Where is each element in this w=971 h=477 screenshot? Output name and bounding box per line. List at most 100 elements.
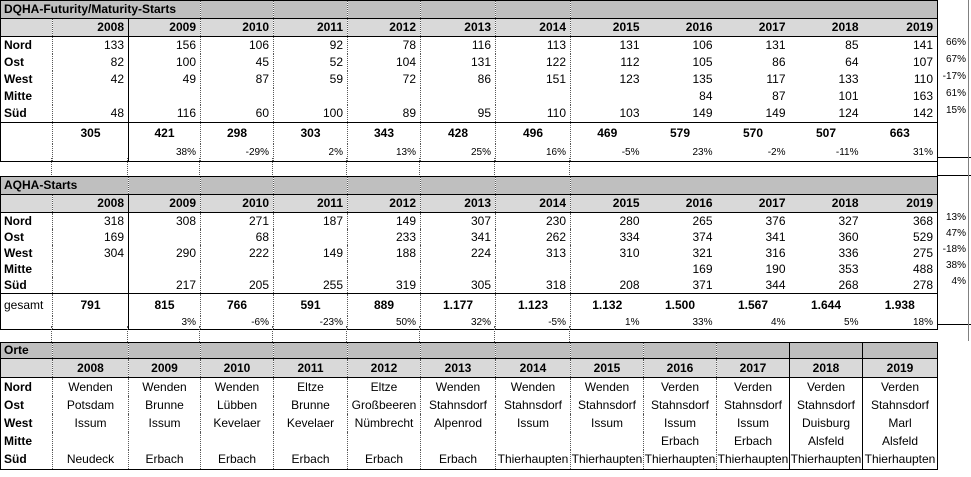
value-cell[interactable]: 124 bbox=[838, 106, 859, 120]
year-header-cell[interactable]: 2011 bbox=[273, 194, 348, 213]
value-cell[interactable]: Erbach bbox=[273, 450, 348, 470]
side-pct-cell[interactable]: 66% bbox=[945, 37, 966, 48]
value-cell[interactable] bbox=[273, 261, 348, 277]
year-header-cell[interactable]: 2009 bbox=[128, 18, 201, 37]
value-cell[interactable]: 106 bbox=[692, 38, 713, 52]
value-cell[interactable]: 101 bbox=[838, 89, 859, 103]
year-header-cell[interactable]: 2014 bbox=[495, 358, 571, 378]
value-cell[interactable]: Issum bbox=[128, 414, 201, 432]
value-cell[interactable]: Duisburg bbox=[789, 414, 863, 432]
value-cell[interactable]: 110 bbox=[913, 72, 933, 86]
value-cell[interactable]: Stahnsdorf bbox=[870, 398, 930, 412]
value-cell[interactable]: 131 bbox=[420, 54, 496, 71]
value-cell[interactable] bbox=[570, 432, 644, 450]
value-cell[interactable] bbox=[128, 261, 201, 277]
total-cell[interactable]: 496 bbox=[495, 122, 571, 144]
value-cell[interactable] bbox=[347, 88, 421, 105]
value-cell[interactable]: 305 bbox=[420, 277, 496, 294]
value-cell[interactable]: 72 bbox=[347, 71, 421, 88]
value-cell[interactable]: 360 bbox=[838, 230, 859, 244]
value-cell[interactable]: 336 bbox=[838, 246, 859, 260]
value-cell[interactable]: 169 bbox=[52, 229, 129, 245]
value-cell[interactable]: 86 bbox=[772, 55, 786, 69]
value-cell[interactable]: 123 bbox=[619, 72, 640, 86]
pct-change-cell[interactable]: 4% bbox=[771, 317, 786, 328]
pct-change-cell[interactable]: 2% bbox=[273, 144, 348, 162]
year-header-cell[interactable]: 2016 bbox=[643, 18, 717, 37]
value-cell[interactable]: 156 bbox=[128, 36, 201, 54]
total-cell[interactable]: 303 bbox=[273, 122, 348, 144]
pct-change-cell[interactable]: 16% bbox=[495, 144, 571, 162]
pct-change-cell[interactable]: -2% bbox=[767, 147, 786, 158]
section-title-filler-cell[interactable] bbox=[643, 342, 717, 359]
year-header-cell[interactable]: 2011 bbox=[273, 18, 348, 37]
section-title-filler-cell[interactable] bbox=[495, 0, 571, 19]
value-cell[interactable]: 42 bbox=[52, 71, 129, 88]
section-title-filler-cell[interactable] bbox=[495, 342, 571, 359]
value-cell[interactable]: Lübben bbox=[200, 396, 274, 414]
pct-change-cell[interactable]: 5% bbox=[844, 317, 859, 328]
value-cell[interactable]: Stahnsdorf bbox=[789, 396, 863, 414]
side-pct-cell[interactable]: 4% bbox=[951, 276, 966, 287]
section-title-filler-cell[interactable] bbox=[643, 176, 717, 195]
year-header-cell[interactable]: 2018 bbox=[789, 18, 863, 37]
value-cell[interactable]: 142 bbox=[912, 106, 933, 120]
value-cell[interactable]: 110 bbox=[495, 105, 571, 123]
value-cell[interactable]: 321 bbox=[692, 246, 713, 260]
total-cell[interactable]: 1.177 bbox=[420, 293, 496, 316]
value-cell[interactable]: 344 bbox=[765, 278, 786, 292]
value-cell[interactable]: 113 bbox=[495, 36, 571, 54]
value-cell[interactable]: Großbeeren bbox=[347, 396, 421, 414]
side-pct-cell[interactable]: 47% bbox=[945, 228, 966, 239]
total-cell[interactable]: 1.123 bbox=[495, 293, 571, 316]
value-cell[interactable]: 278 bbox=[912, 278, 933, 292]
value-cell[interactable]: Eltze bbox=[273, 377, 348, 396]
total-cell[interactable]: 791 bbox=[52, 293, 129, 316]
total-label-cell[interactable]: gesamt bbox=[0, 293, 53, 316]
total-cell[interactable]: 507 bbox=[789, 122, 863, 144]
value-cell[interactable]: 205 bbox=[200, 277, 274, 294]
side-pct-cell[interactable]: 67% bbox=[945, 54, 966, 65]
year-header-cell[interactable]: 2012 bbox=[347, 18, 421, 37]
value-cell[interactable]: Erbach bbox=[643, 432, 717, 450]
value-cell[interactable]: Marl bbox=[888, 416, 912, 430]
value-cell[interactable]: 353 bbox=[838, 262, 859, 276]
value-cell[interactable] bbox=[200, 261, 274, 277]
section-title-filler-cell[interactable] bbox=[570, 0, 644, 19]
value-cell[interactable]: 371 bbox=[692, 278, 713, 292]
value-cell[interactable]: 86 bbox=[420, 71, 496, 88]
total-cell[interactable]: 343 bbox=[347, 122, 421, 144]
value-cell[interactable]: 280 bbox=[619, 214, 640, 228]
value-cell[interactable]: 122 bbox=[495, 54, 571, 71]
value-cell[interactable]: Kevelaer bbox=[200, 414, 274, 432]
value-cell[interactable]: 141 bbox=[912, 38, 933, 52]
year-header-cell[interactable]: 2012 bbox=[347, 358, 421, 378]
section-title-filler-cell[interactable] bbox=[128, 342, 201, 359]
total-cell[interactable]: 663 bbox=[862, 122, 938, 144]
value-cell[interactable]: 133 bbox=[52, 36, 129, 54]
value-cell[interactable] bbox=[571, 261, 644, 277]
total-cell[interactable]: 766 bbox=[200, 293, 274, 316]
year-header-cell[interactable]: 2013 bbox=[420, 194, 496, 213]
section-title-filler-cell[interactable] bbox=[643, 0, 717, 19]
value-cell[interactable]: 304 bbox=[52, 245, 129, 261]
total-cell[interactable]: 1.938 bbox=[862, 293, 938, 316]
value-cell[interactable] bbox=[420, 88, 496, 105]
value-cell[interactable]: 341 bbox=[765, 230, 786, 244]
value-cell[interactable] bbox=[273, 432, 348, 450]
value-cell[interactable]: 307 bbox=[420, 212, 496, 229]
value-cell[interactable]: Erbach bbox=[128, 450, 201, 470]
value-cell[interactable]: Erbach bbox=[420, 450, 496, 470]
year-header-cell[interactable]: 2014 bbox=[495, 18, 571, 37]
total-cell[interactable]: 305 bbox=[52, 122, 129, 144]
side-pct-cell[interactable]: 61% bbox=[945, 88, 966, 99]
value-cell[interactable]: 265 bbox=[692, 214, 713, 228]
year-header-cell[interactable]: 2012 bbox=[347, 194, 421, 213]
row-label-cell[interactable]: West bbox=[0, 71, 53, 88]
total-cell[interactable]: 469 bbox=[570, 122, 644, 144]
value-cell[interactable]: Issum bbox=[716, 414, 790, 432]
value-cell[interactable]: Neudeck bbox=[52, 450, 129, 470]
total-cell[interactable]: 298 bbox=[200, 122, 274, 144]
value-cell[interactable]: 318 bbox=[495, 277, 571, 294]
pct-change-cell[interactable]: 33% bbox=[692, 317, 713, 328]
